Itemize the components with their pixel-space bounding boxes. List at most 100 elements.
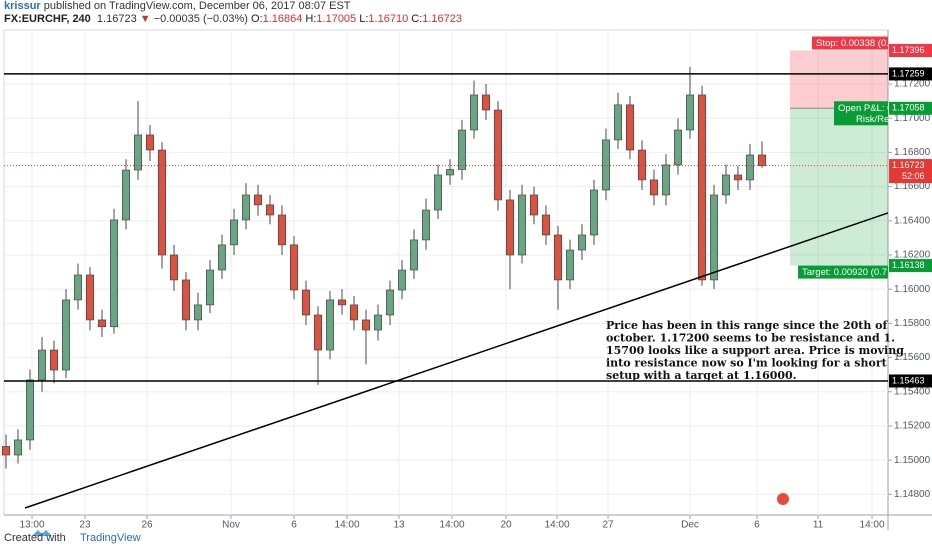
candle-body: [517, 194, 527, 256]
candle-body: [733, 174, 743, 181]
candle-body: [1, 446, 11, 456]
symbol: FX:EURCHF, 240: [4, 13, 91, 25]
level-tag-label: 1.15463: [892, 375, 925, 385]
candle-body: [229, 219, 239, 246]
axes: 1.14800 1.15000 1.15200 1.15400 1.15600 1.158…: [20, 44, 932, 531]
ohlc-value: 1.16710: [368, 13, 409, 25]
candle-body: [73, 274, 83, 301]
x-tick-label: 14:00: [860, 520, 885, 531]
header: krissur published on TradingView.com, De…: [4, 0, 462, 26]
candle-body: [121, 169, 131, 221]
x-tick-label: 27: [602, 520, 614, 531]
candle-body: [349, 304, 359, 321]
annotation-line: into resistance now so I'm looking for a…: [606, 357, 888, 370]
x-tick-label: Dec: [681, 520, 699, 531]
candle-body: [433, 174, 443, 211]
candle-body: [625, 104, 635, 151]
candle-body: [361, 319, 371, 331]
candle-body: [409, 239, 419, 271]
candle-body: [481, 94, 491, 111]
target-label: Target: 0.00920 (0.7: [802, 267, 887, 278]
reward-zone: [789, 108, 888, 266]
y-tick-label: 1.15400: [894, 386, 931, 397]
candle-body: [265, 204, 275, 216]
candle-body: [109, 219, 119, 328]
entry-label-box: [834, 101, 888, 126]
candle-body: [457, 129, 467, 170]
entry-tag-label: 1.17058: [892, 103, 925, 113]
ohlc-value: 1.16864: [262, 13, 303, 25]
candle-body: [277, 214, 287, 246]
author[interactable]: krissur: [4, 0, 41, 12]
candle-body: [157, 149, 167, 256]
header-line: krissur published on TradingView.com, De…: [4, 0, 462, 13]
footer-brand[interactable]: TradingView: [80, 532, 141, 544]
trendline: [24, 212, 889, 509]
footer-text: Created with: [4, 532, 66, 544]
stop-label: Stop: 0.00338 (0.: [816, 38, 889, 49]
grid: [4, 30, 888, 515]
y-tick-label: 1.15000: [894, 455, 931, 466]
y-tick-label: 1.14800: [894, 489, 931, 500]
candle-body: [469, 94, 479, 131]
marks: [1, 66, 767, 469]
target-tag: [889, 259, 932, 273]
ohlc: O:1.16864 H:1.17005 L:1.16710 C:1.16723: [251, 13, 462, 25]
x-tick-label: 14:00: [440, 520, 465, 531]
y-tick-label: 1.16200: [894, 250, 931, 261]
candle-body: [397, 269, 407, 291]
candle-body: [313, 314, 323, 351]
candle-body: [553, 234, 563, 281]
x-tick-label: 11: [813, 520, 824, 531]
arrow: ▼: [139, 13, 151, 25]
y-tick-label: 1.16800: [894, 147, 931, 158]
candle-body: [337, 299, 347, 306]
candle-body: [241, 194, 251, 221]
annotation-line: october. 1.17200 seems to be resistance …: [606, 332, 895, 345]
entry-label: Open P&L: 0.: [838, 103, 895, 114]
candle-body: [757, 154, 767, 166]
entry-tag: [889, 101, 932, 115]
candle-body: [649, 179, 659, 196]
last: 1.16723: [96, 13, 137, 25]
stop-tag-label: 1.17396: [892, 45, 925, 55]
logo: [32, 530, 52, 536]
candle-body: [97, 319, 107, 328]
level-tag: [889, 374, 932, 388]
ohlc-value: 1.17005: [316, 13, 357, 25]
candle-body: [601, 139, 611, 191]
candle-body: [49, 349, 59, 371]
ohlc-key: H:: [305, 13, 317, 25]
icon[interactable]: [777, 493, 789, 505]
overlays: Stop: 0.00338 (0. Open P&L: 0.Risk/Rev Tar…: [4, 36, 904, 509]
annotation-line: Price has been in this range since the 2…: [606, 319, 889, 332]
candle-body: [193, 304, 203, 321]
entry-label-2: Risk/Rev: [856, 114, 894, 125]
x-tick-label: 6: [291, 520, 297, 531]
candle-body: [745, 154, 755, 181]
current-countdown: 52:06: [902, 171, 925, 181]
candle-body: [505, 199, 515, 256]
x-tick-label: 23: [79, 520, 91, 531]
change: −0.00035 (−0.03%): [153, 13, 248, 25]
candle-body: [85, 274, 95, 321]
candle-body: [493, 109, 503, 201]
ohlc-key: O:: [250, 13, 263, 25]
candle-body: [673, 129, 683, 166]
y-tick-label: 1.15200: [894, 421, 931, 432]
candle-body: [685, 94, 695, 131]
candle-body: [721, 174, 731, 196]
candle-body: [61, 299, 71, 371]
candle-body: [205, 269, 215, 306]
y-tick-label: 1.16600: [894, 181, 931, 192]
x-tick-label: Nov: [222, 520, 240, 531]
plot-frame: [3, 29, 889, 516]
x-tick-label: 26: [141, 520, 153, 531]
candle-body: [709, 194, 719, 281]
candle-body: [37, 349, 47, 381]
ohlc-key: C:: [411, 13, 423, 25]
current-tag: [889, 159, 932, 184]
candle-body: [613, 104, 623, 141]
candle-body: [145, 134, 155, 151]
